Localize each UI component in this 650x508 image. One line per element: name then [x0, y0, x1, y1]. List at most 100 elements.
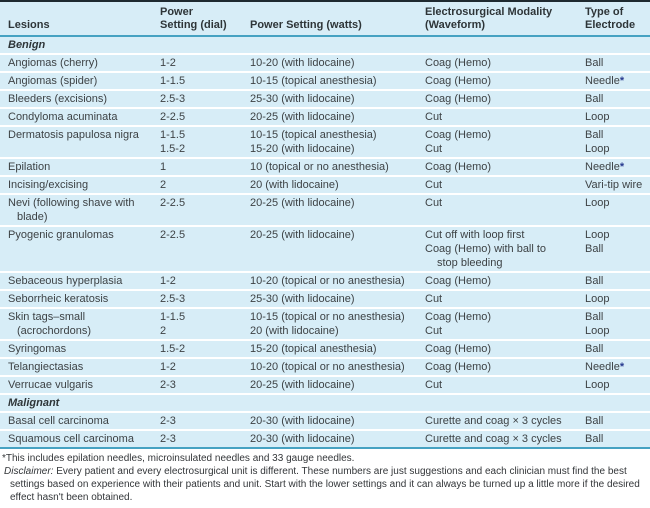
header-row: Lesions Power Setting (dial) Power Setti… — [0, 2, 650, 37]
cell-electrode: Ball — [585, 413, 650, 431]
cell-watts: 10-15 (topical or no anesthesia) 20 (with… — [250, 309, 425, 341]
footnote-asterisk: * — [619, 361, 625, 373]
cell-dial: 2.5-3 — [160, 91, 250, 109]
cell-modality: Coag (Hemo) Cut — [425, 309, 585, 341]
cell-dial: 2 — [160, 177, 250, 195]
cell-modality: Cut — [425, 377, 585, 395]
cell-dial: 1-2 — [160, 359, 250, 377]
table-footnotes: *This includes epilation needles, microi… — [0, 449, 650, 508]
cell-watts: 20-25 (with lidocaine) — [250, 227, 425, 273]
column-header-electrode: Type of Electrode — [585, 2, 650, 37]
cell-dial: 2-3 — [160, 377, 250, 395]
cell-lesion: Sebaceous hyperplasia — [0, 273, 160, 291]
cell-watts: 10-20 (topical or no anesthesia) — [250, 273, 425, 291]
cell-dial: 1-1.5 — [160, 73, 250, 91]
cell-watts: 20-25 (with lidocaine) — [250, 109, 425, 127]
cell-modality: Coag (Hemo) — [425, 359, 585, 377]
cell-watts: 10-20 (topical or no anesthesia) — [250, 359, 425, 377]
cell-watts: 20-25 (with lidocaine) — [250, 377, 425, 395]
cell-modality: Cut — [425, 177, 585, 195]
asterisk-footnote: *This includes epilation needles, microi… — [2, 453, 355, 464]
cell-electrode: Loop Ball — [585, 227, 650, 273]
table-row-epilation: Epilation 1 10 (topical or no anesthesia… — [0, 159, 650, 177]
cell-electrode: Ball — [585, 431, 650, 449]
cell-dial: 1.5-2 — [160, 341, 250, 359]
cell-electrode: Ball Loop — [585, 309, 650, 341]
table-row-bleeders: Bleeders (excisions) 2.5-3 25-30 (with l… — [0, 91, 650, 109]
disclaimer-label: Disclaimer: — [4, 466, 54, 477]
table-row-basal-cell: Basal cell carcinoma 2-3 20-30 (with lid… — [0, 413, 650, 431]
cell-electrode: Needle* — [585, 159, 650, 177]
cell-dial: 2-2.5 — [160, 227, 250, 273]
cell-lesion: Basal cell carcinoma — [0, 413, 160, 431]
cell-modality: Curette and coag × 3 cycles — [425, 413, 585, 431]
cell-dial: 2-3 — [160, 413, 250, 431]
column-header-power-watts: Power Setting (watts) — [250, 2, 425, 37]
cell-lesion: Squamous cell carcinoma — [0, 431, 160, 449]
table-row-dermatosis: Dermatosis papulosa nigra 1-1.5 1.5-2 10-… — [0, 127, 650, 159]
table-row-nevi: Nevi (following shave with blade) 2-2.5 2… — [0, 195, 650, 227]
cell-lesion: Angiomas (cherry) — [0, 55, 160, 73]
lesion-settings-table: Lesions Power Setting (dial) Power Setti… — [0, 0, 650, 449]
table-row-syringomas: Syringomas 1.5-2 15-20 (topical anesthes… — [0, 341, 650, 359]
table-row-condyloma: Condyloma acuminata 2-2.5 20-25 (with li… — [0, 109, 650, 127]
cell-lesion: Incising/excising — [0, 177, 160, 195]
cell-modality: Curette and coag × 3 cycles — [425, 431, 585, 449]
cell-modality: Coag (Hemo) — [425, 273, 585, 291]
cell-watts: 20-30 (with lidocaine) — [250, 431, 425, 449]
disclaimer-text: Every patient and every electrosurgical … — [10, 466, 640, 503]
table-row-sebaceous: Sebaceous hyperplasia 1-2 10-20 (topical… — [0, 273, 650, 291]
cell-watts: 10-15 (topical anesthesia) — [250, 73, 425, 91]
column-header-lesions: Lesions — [0, 2, 160, 37]
cell-watts: 10 (topical or no anesthesia) — [250, 159, 425, 177]
table-row-verrucae: Verrucae vulgaris 2-3 20-25 (with lidoca… — [0, 377, 650, 395]
cell-modality: Coag (Hemo) — [425, 341, 585, 359]
cell-watts: 20 (with lidocaine) — [250, 177, 425, 195]
cell-electrode: Needle* — [585, 73, 650, 91]
cell-watts: 25-30 (with lidocaine) — [250, 291, 425, 309]
table-row-skin-tags: Skin tags–small (acrochordons) 1-1.5 2 10-… — [0, 309, 650, 341]
cell-lesion: Verrucae vulgaris — [0, 377, 160, 395]
cell-modality: Coag (Hemo) — [425, 159, 585, 177]
cell-electrode: Loop — [585, 195, 650, 227]
cell-electrode: Vari-tip wire — [585, 177, 650, 195]
cell-modality: Coag (Hemo) Cut — [425, 127, 585, 159]
cell-electrode: Loop — [585, 291, 650, 309]
cell-electrode: Ball — [585, 55, 650, 73]
cell-modality: Coag (Hemo) — [425, 91, 585, 109]
cell-modality: Cut — [425, 109, 585, 127]
table-row-incising: Incising/excising 2 20 (with lidocaine) … — [0, 177, 650, 195]
disclaimer-footnote: Disclaimer: Every patient and every elec… — [2, 465, 646, 504]
cell-electrode: Ball Loop — [585, 127, 650, 159]
section-label: Benign — [0, 37, 650, 55]
cell-electrode: Ball — [585, 91, 650, 109]
cell-lesion: Pyogenic granulomas — [0, 227, 160, 273]
section-label: Malignant — [0, 395, 650, 413]
cell-dial: 2-3 — [160, 431, 250, 449]
cell-electrode: Needle* — [585, 359, 650, 377]
cell-dial: 2-2.5 — [160, 109, 250, 127]
cell-watts: 15-20 (topical anesthesia) — [250, 341, 425, 359]
cell-watts: 25-30 (with lidocaine) — [250, 91, 425, 109]
cell-modality: Cut off with loop first Coag (Hemo) with … — [425, 227, 585, 273]
table-row-seborrheic: Seborrheic keratosis 2.5-3 25-30 (with l… — [0, 291, 650, 309]
cell-dial: 1-2 — [160, 55, 250, 73]
table-row-angiomas-spider: Angiomas (spider) 1-1.5 10-15 (topical a… — [0, 73, 650, 91]
column-header-modality: Electrosurgical Modality (Waveform) — [425, 2, 585, 37]
cell-watts: 10-20 (with lidocaine) — [250, 55, 425, 73]
cell-watts: 10-15 (topical anesthesia) 15-20 (with li… — [250, 127, 425, 159]
cell-lesion: Angiomas (spider) — [0, 73, 160, 91]
footnote-asterisk: * — [619, 75, 625, 87]
cell-dial: 1-1.5 2 — [160, 309, 250, 341]
cell-lesion: Seborrheic keratosis — [0, 291, 160, 309]
table-row-squamous-cell: Squamous cell carcinoma 2-3 20-30 (with … — [0, 431, 650, 449]
cell-dial: 1 — [160, 159, 250, 177]
cell-dial: 1-1.5 1.5-2 — [160, 127, 250, 159]
cell-modality: Cut — [425, 195, 585, 227]
table-row-angiomas-cherry: Angiomas (cherry) 1-2 10-20 (with lidoca… — [0, 55, 650, 73]
cell-lesion: Dermatosis papulosa nigra — [0, 127, 160, 159]
cell-modality: Coag (Hemo) — [425, 73, 585, 91]
cell-lesion: Telangiectasias — [0, 359, 160, 377]
cell-watts: 20-25 (with lidocaine) — [250, 195, 425, 227]
